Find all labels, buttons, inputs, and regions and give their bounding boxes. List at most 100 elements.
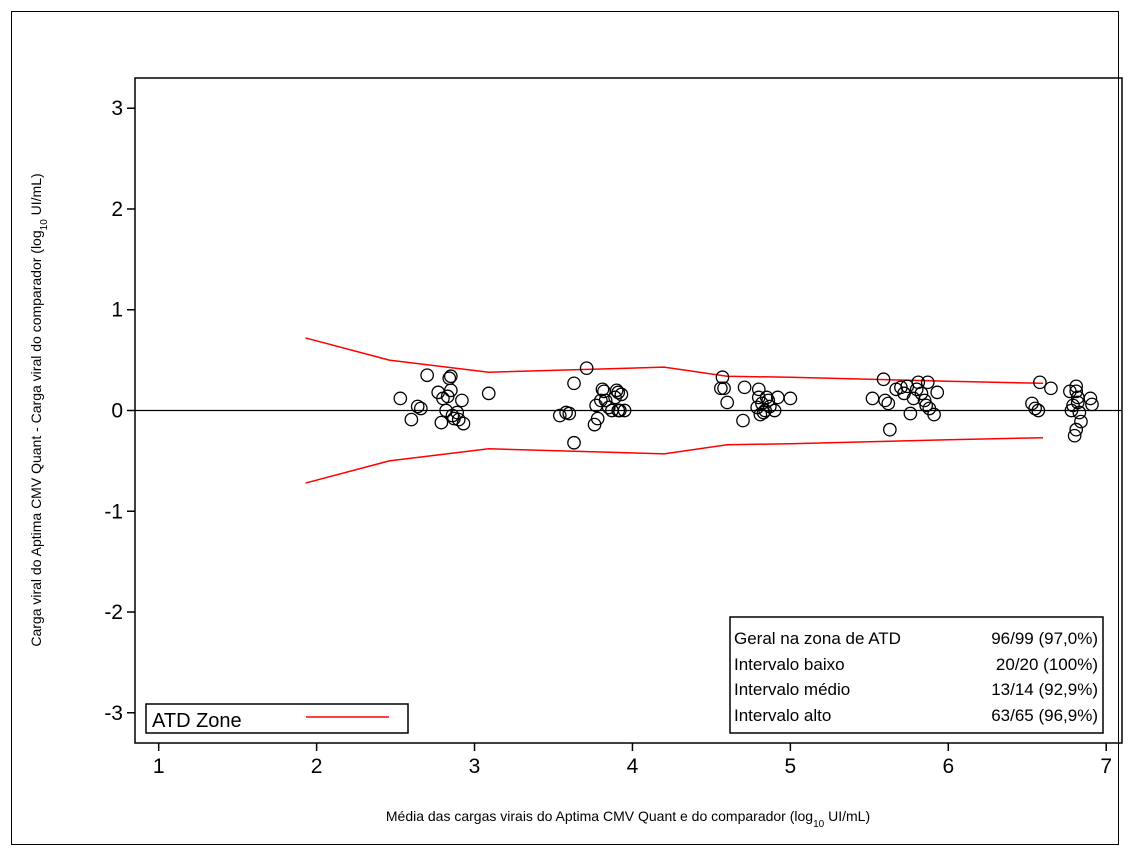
data-point: [567, 435, 581, 450]
data-point: [1031, 403, 1046, 418]
data-point: [876, 372, 891, 387]
data-point: [759, 390, 774, 405]
data-point: [906, 391, 921, 406]
data-point: [865, 391, 880, 406]
legend-label: ATD Zone: [152, 710, 242, 732]
data-point: [914, 386, 929, 401]
data-point: [589, 398, 603, 413]
x-axis-title-unit: UI/mL): [824, 808, 870, 824]
y-tick-label: 2: [111, 198, 123, 221]
data-point: [456, 416, 471, 431]
data-point: [762, 399, 777, 414]
stats-row-label: Intervalo baixo: [734, 655, 845, 674]
data-point: [562, 406, 577, 421]
data-point: [909, 382, 924, 397]
data-point: [758, 403, 772, 418]
data-point: [737, 380, 752, 395]
data-point: [443, 369, 458, 384]
data-point: [761, 393, 776, 408]
data-point: [451, 412, 466, 427]
data-point: [552, 408, 567, 423]
atd-zone-upper-line: [305, 337, 1044, 385]
data-point: [714, 381, 728, 396]
data-point: [1033, 375, 1047, 390]
data-point: [881, 396, 896, 411]
data-point: [1085, 397, 1099, 412]
x-axis-title-sub: 10: [813, 819, 825, 830]
data-point: [443, 383, 458, 398]
x-tick-label: 3: [469, 755, 481, 778]
stats-table-box: [729, 616, 1104, 734]
data-point: [481, 386, 496, 401]
data-point: [434, 415, 449, 430]
data-point: [919, 398, 934, 413]
data-point: [767, 403, 782, 418]
data-point: [717, 381, 731, 396]
stats-row-value: 96/99 (97,0%): [991, 629, 1098, 648]
data-point: [404, 412, 419, 427]
y-axis-title-unit: UI/mL): [28, 173, 44, 219]
data-point: [1072, 405, 1087, 420]
data-point: [736, 413, 750, 428]
x-tick-label: 5: [785, 755, 797, 778]
y-axis-title-main: Carga viral do Aptima CMV Quant - Carga …: [28, 230, 44, 646]
data-point: [927, 407, 941, 422]
stats-row-label: Geral na zona de ATD: [734, 629, 901, 648]
y-axis-title-sub: 10: [39, 219, 50, 231]
data-point: [753, 407, 768, 422]
chart-frame: [11, 11, 1119, 845]
data-point: [1028, 401, 1042, 416]
stats-row-label: Intervalo médio: [734, 680, 850, 699]
x-tick-label: 1: [153, 755, 165, 778]
y-tick-label: -1: [104, 500, 123, 523]
data-point: [720, 395, 735, 410]
legend-box: [145, 703, 409, 734]
x-tick-label: 7: [1100, 755, 1112, 778]
x-tick-label: 2: [311, 755, 323, 778]
points-layer: [393, 361, 1099, 450]
y-tick-label: 0: [111, 400, 123, 423]
data-point: [903, 406, 918, 421]
x-axis-title-main: Média das cargas virais do Aptima CMV Qu…: [386, 808, 813, 824]
data-point: [611, 385, 626, 400]
data-point: [920, 375, 935, 390]
data-point: [579, 361, 594, 376]
data-point: [1069, 384, 1084, 399]
y-tick-label: 1: [111, 299, 123, 322]
data-point: [878, 393, 892, 408]
data-point: [393, 391, 408, 406]
data-point: [609, 383, 624, 398]
x-tick-label: 4: [627, 755, 639, 778]
data-point: [614, 387, 629, 402]
data-point: [413, 401, 428, 416]
data-point: [590, 411, 605, 426]
axes-layer: -3 -2 -1 0 1 2 3 1 2 3 4 5 6 7: [104, 77, 1123, 778]
data-point: [1074, 414, 1088, 429]
data-point: [1070, 395, 1085, 410]
x-axis-title: Média das cargas virais do Aptima CMV Qu…: [386, 808, 870, 830]
data-point: [1069, 379, 1084, 394]
stats-row-label: Intervalo alto: [734, 706, 831, 725]
data-point: [598, 393, 613, 408]
data-point: [715, 370, 730, 385]
data-point: [1067, 428, 1082, 443]
data-point: [594, 393, 608, 408]
stats-row-value: 63/65 (96,9%): [991, 706, 1098, 725]
y-tick-label: -2: [104, 601, 123, 624]
data-point: [410, 399, 425, 414]
data-point: [1083, 391, 1098, 406]
data-point: [1044, 381, 1058, 396]
x-tick-label: 6: [942, 755, 954, 778]
data-point: [567, 376, 581, 391]
stats-row-value: 13/14 (92,9%): [991, 680, 1098, 699]
y-tick-label: 3: [111, 97, 123, 120]
data-point: [751, 382, 766, 397]
data-point: [455, 393, 469, 408]
legend: ATD Zone: [145, 703, 409, 734]
data-point: [450, 405, 465, 420]
data-point: [1069, 422, 1084, 437]
data-point: [420, 368, 435, 383]
y-tick-label: -3: [104, 702, 123, 725]
atd-zone-lower-line: [305, 436, 1044, 484]
